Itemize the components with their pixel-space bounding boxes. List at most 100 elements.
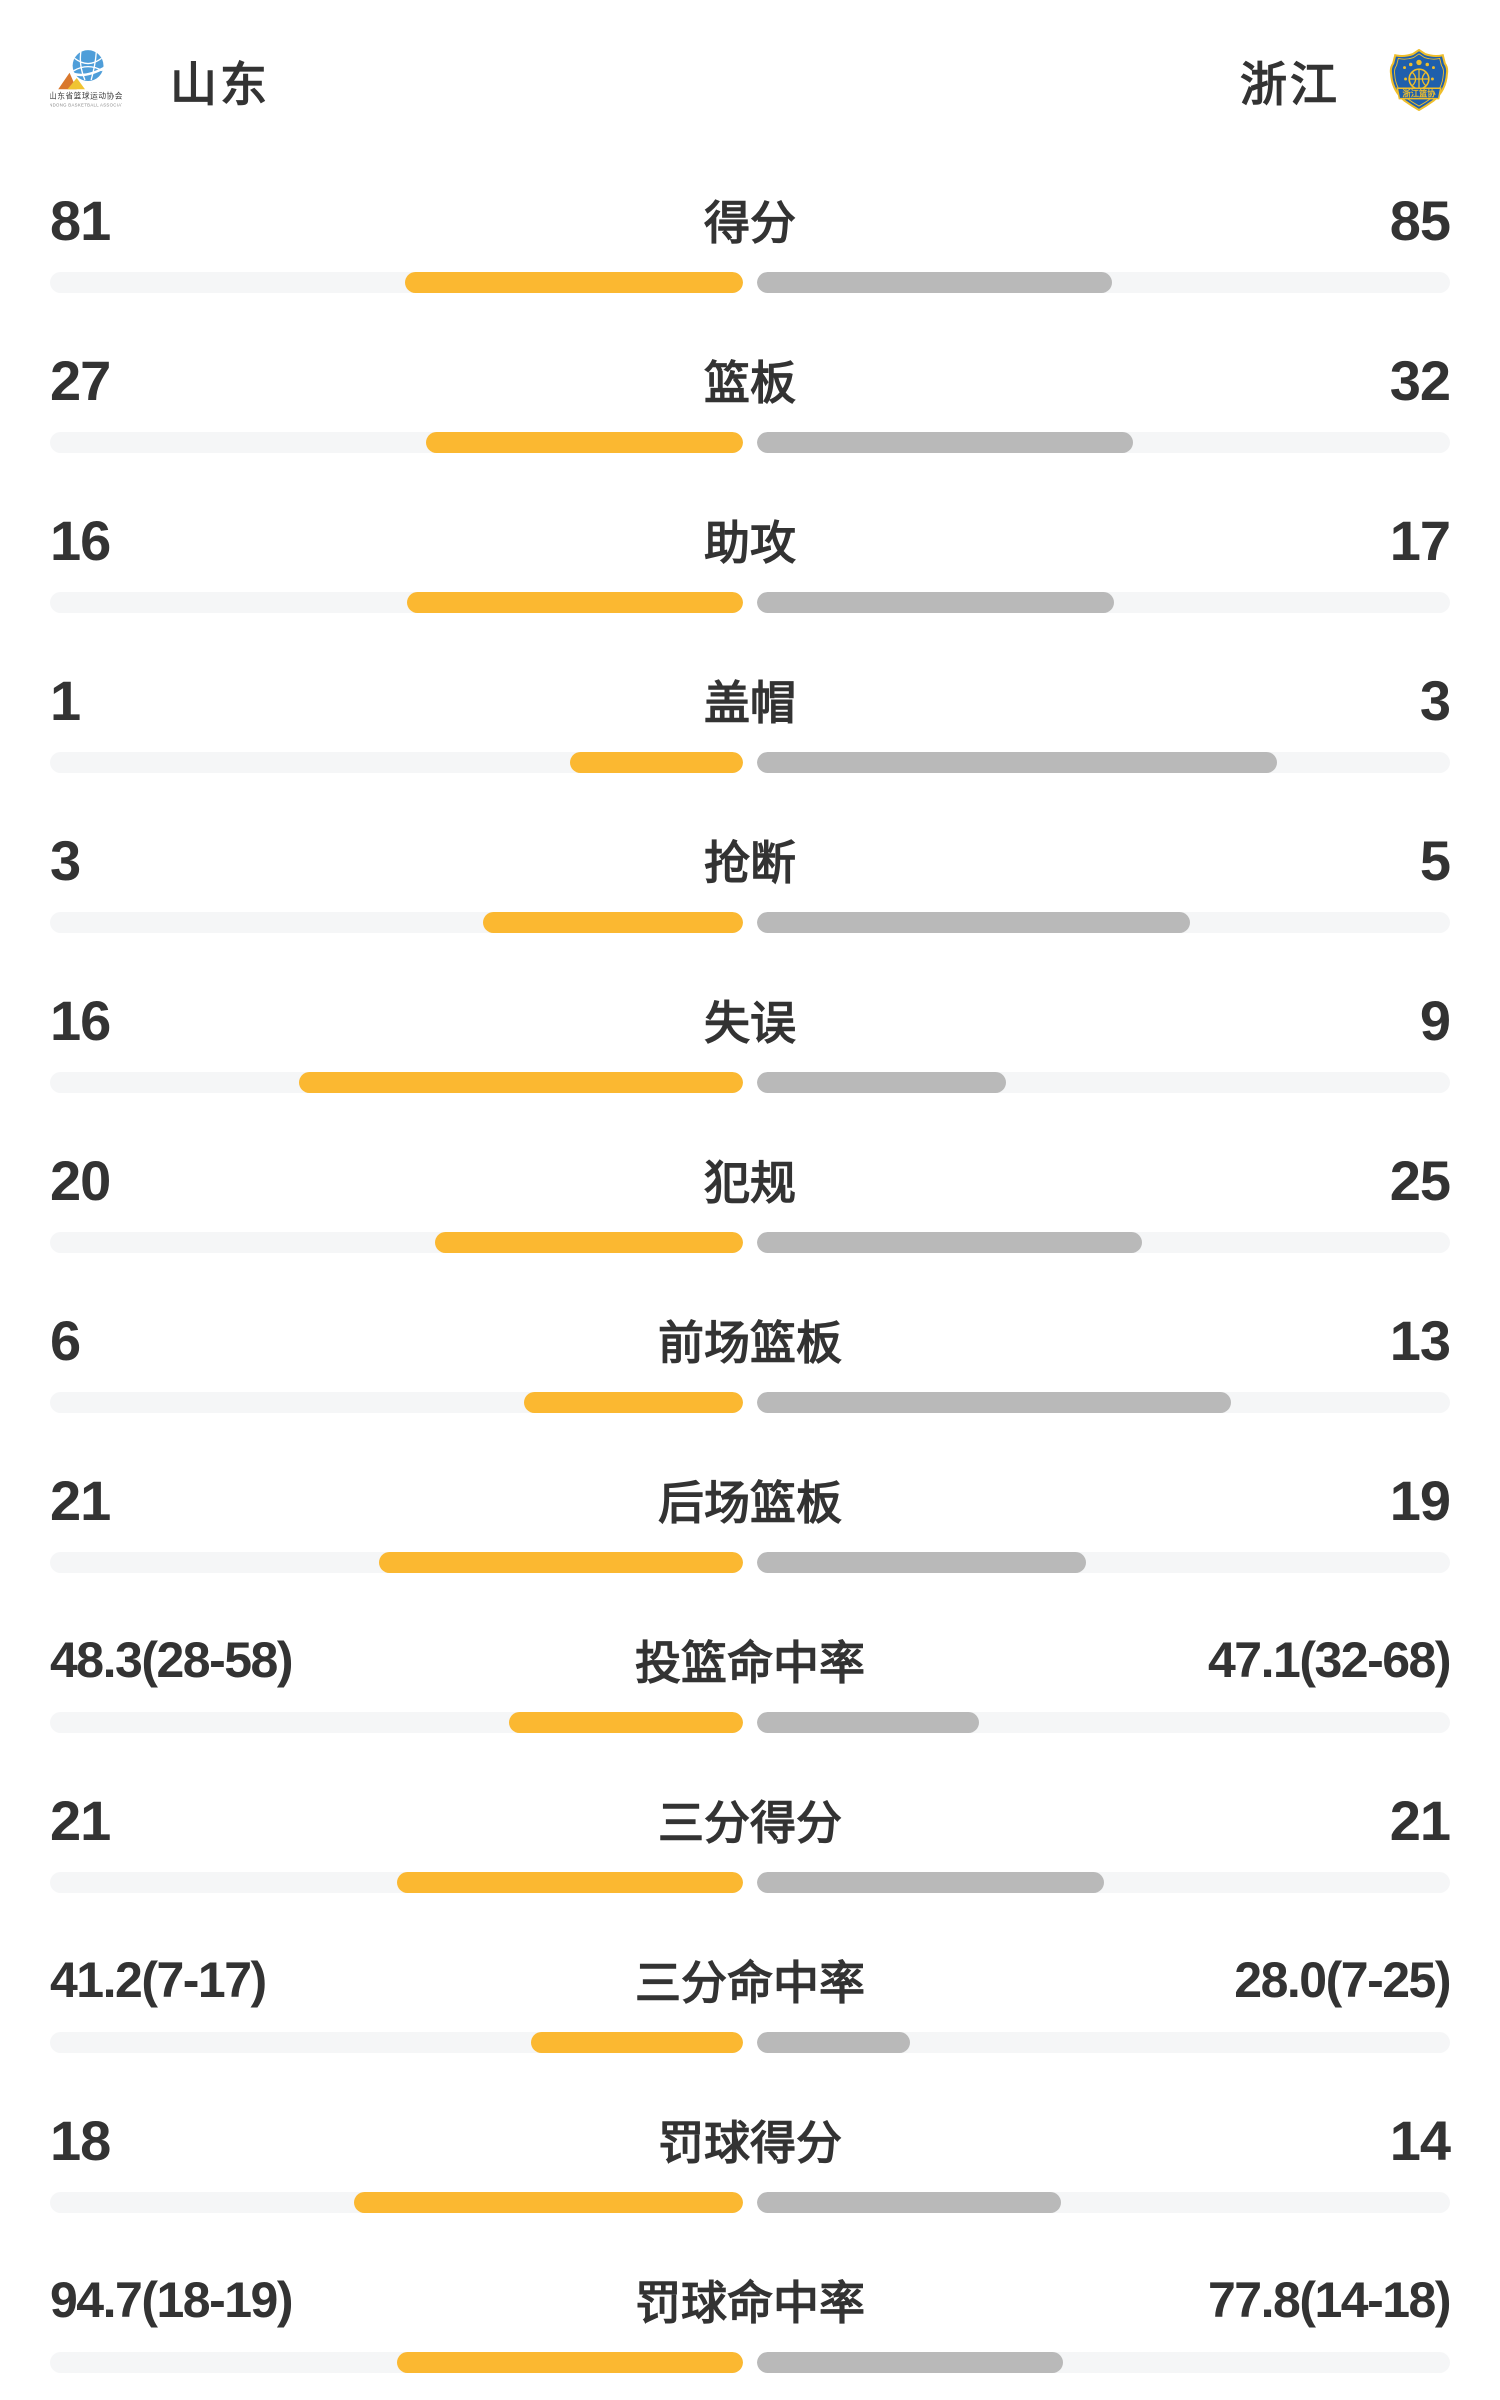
stat-row: 27 篮板 32 bbox=[50, 320, 1451, 480]
stat-bars bbox=[50, 2352, 1450, 2373]
right-bar-track bbox=[757, 2192, 1450, 2213]
stat-line: 18 罚球得分 14 bbox=[50, 2108, 1451, 2172]
stat-bars bbox=[50, 1392, 1450, 1413]
stat-bars bbox=[50, 592, 1450, 613]
stat-line: 81 得分 85 bbox=[50, 188, 1451, 252]
left-bar-track bbox=[50, 2032, 743, 2053]
left-bar-fill bbox=[509, 1712, 743, 1733]
left-bar-track bbox=[50, 1712, 743, 1733]
stat-row: 20 犯规 25 bbox=[50, 1120, 1451, 1280]
stats-list: 81 得分 85 27 篮板 32 bbox=[50, 160, 1452, 2400]
right-team-value: 5 bbox=[1419, 828, 1451, 892]
stat-bars bbox=[50, 1552, 1450, 1573]
left-bar-fill bbox=[425, 432, 743, 453]
stat-bars bbox=[50, 2192, 1450, 2213]
stat-row: 16 助攻 17 bbox=[50, 480, 1451, 640]
right-team-value: 28.0(7-25) bbox=[1234, 1952, 1451, 2008]
stat-label: 失误 bbox=[704, 997, 796, 1049]
shandong-logo-caption-cn: 山东省篮球运动协会 bbox=[50, 91, 122, 101]
right-bar-track bbox=[757, 432, 1450, 453]
stat-row: 21 后场篮板 19 bbox=[50, 1440, 1451, 1600]
stat-row: 18 罚球得分 14 bbox=[50, 2080, 1451, 2240]
stat-label: 助攻 bbox=[704, 517, 796, 569]
right-team-value: 25 bbox=[1389, 1148, 1451, 1212]
team-right[interactable]: 浙江 浙江篮协 bbox=[1240, 46, 1450, 115]
zhejiang-team-logo-icon: 浙江篮协 bbox=[1389, 49, 1449, 111]
right-bar-track bbox=[757, 592, 1450, 613]
right-bar-fill bbox=[757, 432, 1133, 453]
stat-row: 3 抢断 5 bbox=[50, 800, 1451, 960]
left-bar-track bbox=[50, 752, 743, 773]
stat-line: 21 后场篮板 19 bbox=[50, 1468, 1451, 1532]
left-team-value: 16 bbox=[50, 988, 111, 1052]
stat-bars bbox=[50, 912, 1450, 933]
right-bar-fill bbox=[757, 1232, 1143, 1253]
left-team-value: 3 bbox=[50, 828, 81, 892]
stat-label: 三分得分 bbox=[658, 1797, 842, 1849]
left-team-value: 20 bbox=[50, 1148, 111, 1212]
stat-bars bbox=[50, 432, 1450, 453]
right-bar-fill bbox=[757, 1072, 1007, 1093]
stat-row: 6 前场篮板 13 bbox=[50, 1280, 1451, 1440]
left-team-value: 94.7(18-19) bbox=[50, 2272, 294, 2328]
right-bar-fill bbox=[757, 592, 1114, 613]
stat-row: 21 三分得分 21 bbox=[50, 1760, 1451, 1920]
stat-row: 94.7(18-19) 罚球命中率 77.8(14-18) bbox=[50, 2240, 1452, 2400]
stat-line: 21 三分得分 21 bbox=[50, 1788, 1451, 1852]
stat-row: 48.3(28-58) 投篮命中率 47.1(32-68) bbox=[50, 1600, 1452, 1760]
stat-label: 后场篮板 bbox=[658, 1477, 842, 1529]
stat-line: 41.2(7-17) 三分命中率 28.0(7-25) bbox=[50, 1948, 1451, 2012]
left-bar-fill bbox=[524, 1392, 743, 1413]
team-left-name: 山东 bbox=[170, 57, 270, 111]
shandong-team-logo-icon: 山东省篮球运动协会 SHANDONG BASKETBALL ASSOCIATIO… bbox=[50, 50, 122, 108]
left-bar-track bbox=[50, 1232, 743, 1253]
left-bar-fill bbox=[406, 592, 743, 613]
left-bar-fill bbox=[353, 2192, 743, 2213]
right-team-value: 13 bbox=[1389, 1308, 1451, 1372]
stat-label: 三分命中率 bbox=[635, 1957, 865, 2009]
stat-row: 16 失误 9 bbox=[50, 960, 1451, 1120]
stat-line: 6 前场篮板 13 bbox=[50, 1308, 1451, 1372]
left-bar-fill bbox=[435, 1232, 743, 1253]
stat-bars bbox=[50, 272, 1450, 293]
right-bar-fill bbox=[757, 1872, 1104, 1893]
stat-label: 篮板 bbox=[704, 357, 796, 409]
right-bar-fill bbox=[757, 1392, 1231, 1413]
right-bar-fill bbox=[757, 2352, 1064, 2373]
right-team-value: 21 bbox=[1389, 1788, 1451, 1852]
stat-label: 前场篮板 bbox=[658, 1317, 842, 1369]
left-team-value: 21 bbox=[50, 1788, 111, 1852]
right-team-value: 3 bbox=[1419, 668, 1451, 732]
right-bar-fill bbox=[757, 752, 1277, 773]
left-team-value: 21 bbox=[50, 1468, 111, 1532]
left-bar-fill bbox=[530, 2032, 743, 2053]
right-bar-track bbox=[757, 912, 1450, 933]
left-bar-fill bbox=[396, 1872, 743, 1893]
stat-row: 1 盖帽 3 bbox=[50, 640, 1451, 800]
stat-line: 27 篮板 32 bbox=[50, 348, 1451, 412]
right-bar-track bbox=[757, 272, 1450, 293]
right-bar-fill bbox=[757, 272, 1112, 293]
shandong-logo-caption-en: SHANDONG BASKETBALL ASSOCIATION bbox=[50, 103, 122, 108]
team-header: 山东省篮球运动协会 SHANDONG BASKETBALL ASSOCIATIO… bbox=[50, 0, 1450, 160]
right-bar-fill bbox=[757, 1552, 1087, 1573]
stat-label: 犯规 bbox=[704, 1157, 796, 1209]
stat-bars bbox=[50, 1712, 1450, 1733]
left-bar-fill bbox=[569, 752, 743, 773]
stat-bars bbox=[50, 752, 1450, 773]
left-bar-fill bbox=[404, 272, 743, 293]
right-team-value: 85 bbox=[1389, 188, 1451, 252]
right-team-value: 19 bbox=[1389, 1468, 1451, 1532]
stat-bars bbox=[50, 1872, 1450, 1893]
left-team-value: 41.2(7-17) bbox=[50, 1952, 267, 2008]
left-team-value: 81 bbox=[50, 188, 111, 252]
left-bar-track bbox=[50, 592, 743, 613]
right-team-value: 14 bbox=[1389, 2108, 1451, 2172]
left-bar-track bbox=[50, 1872, 743, 1893]
team-left[interactable]: 山东省篮球运动协会 SHANDONG BASKETBALL ASSOCIATIO… bbox=[50, 46, 270, 115]
right-bar-fill bbox=[757, 2032, 911, 2053]
right-bar-track bbox=[757, 752, 1450, 773]
left-bar-track bbox=[50, 2352, 743, 2373]
right-bar-track bbox=[757, 1712, 1450, 1733]
